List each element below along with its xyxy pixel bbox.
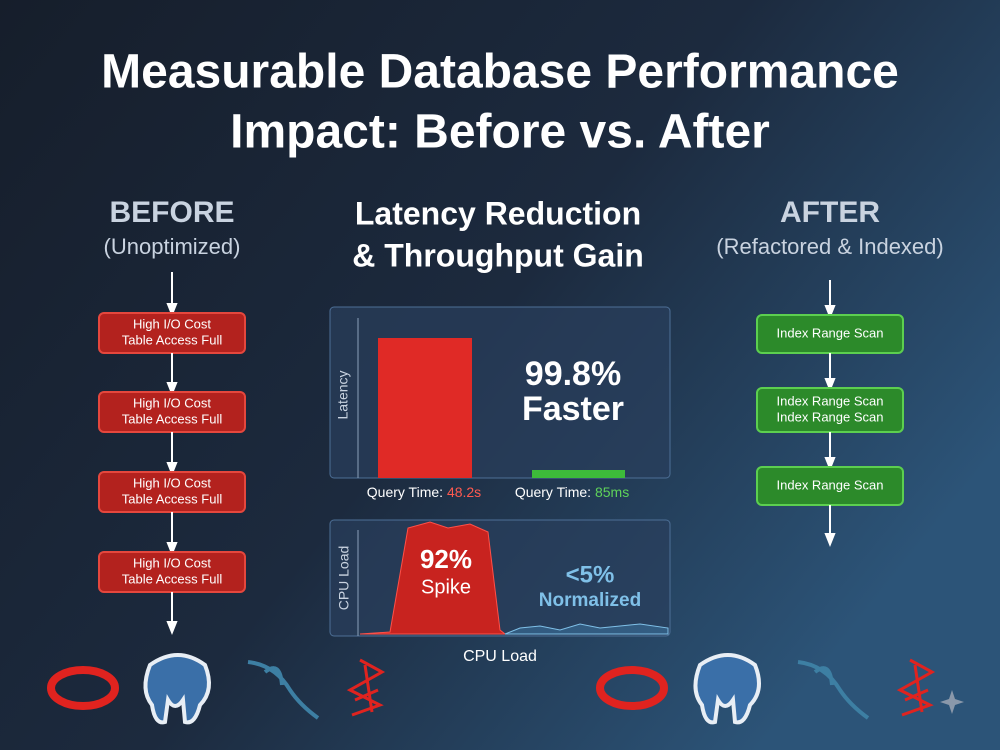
step-label: Index Range Scan [777, 477, 884, 492]
label: Query Time: [515, 484, 591, 500]
after-heading: AFTER [780, 196, 880, 229]
step-label: High I/O Cost [133, 316, 211, 331]
sqlserver-logo [346, 658, 936, 717]
query-time-before: Query Time: 48.2s [367, 484, 481, 500]
cpu-normal [504, 623, 669, 635]
cpu-axis-label: CPU Load [336, 546, 352, 611]
sparkle [940, 690, 964, 714]
center-heading: & Throughput Gain [352, 237, 644, 273]
before-bar [378, 338, 472, 478]
normal-value: <5% [566, 561, 615, 588]
cpu-panel [329, 519, 671, 637]
headline: 99.8% [525, 355, 621, 393]
after-bar [532, 470, 625, 478]
before-subheading: (Unoptimized) [104, 234, 241, 259]
normal-label: Normalized [539, 590, 641, 611]
center-heading: Latency Reduction [355, 195, 641, 231]
step-label: Table Access Full [122, 571, 223, 586]
latency-axis-label: Latency [335, 370, 351, 419]
step-label: Table Access Full [122, 491, 223, 506]
subline: Faster [522, 390, 624, 428]
after-subheading: (Refactored & Indexed) [716, 234, 943, 259]
value: 85ms [595, 484, 629, 500]
value: 48.2s [447, 484, 481, 500]
step-label: High I/O Cost [133, 475, 211, 490]
step-label: High I/O Cost [133, 395, 211, 410]
cpu-spike [359, 521, 507, 635]
title: Measurable Database Performance [101, 46, 899, 99]
query-time-after: Query Time: 85ms [515, 484, 629, 500]
oracle-logo [596, 666, 668, 710]
logos [47, 653, 964, 725]
step-label: Index Range Scan [777, 409, 884, 424]
step-label: Index Range Scan [777, 325, 884, 340]
label: Query Time: [367, 484, 443, 500]
oracle-logo [47, 666, 119, 710]
step-label: Table Access Full [122, 411, 223, 426]
mysql-logo [247, 660, 870, 720]
postgres-logo [143, 653, 761, 725]
before-heading: BEFORE [109, 196, 234, 229]
step-label: High I/O Cost [133, 555, 211, 570]
spike-label: Spike [421, 576, 471, 598]
step-label: Index Range Scan [777, 393, 884, 408]
cpu-caption: CPU Load [463, 648, 537, 665]
title: Impact: Before vs. After [230, 106, 770, 159]
step-label: Table Access Full [122, 332, 223, 347]
spike-value: 92% [420, 544, 472, 574]
